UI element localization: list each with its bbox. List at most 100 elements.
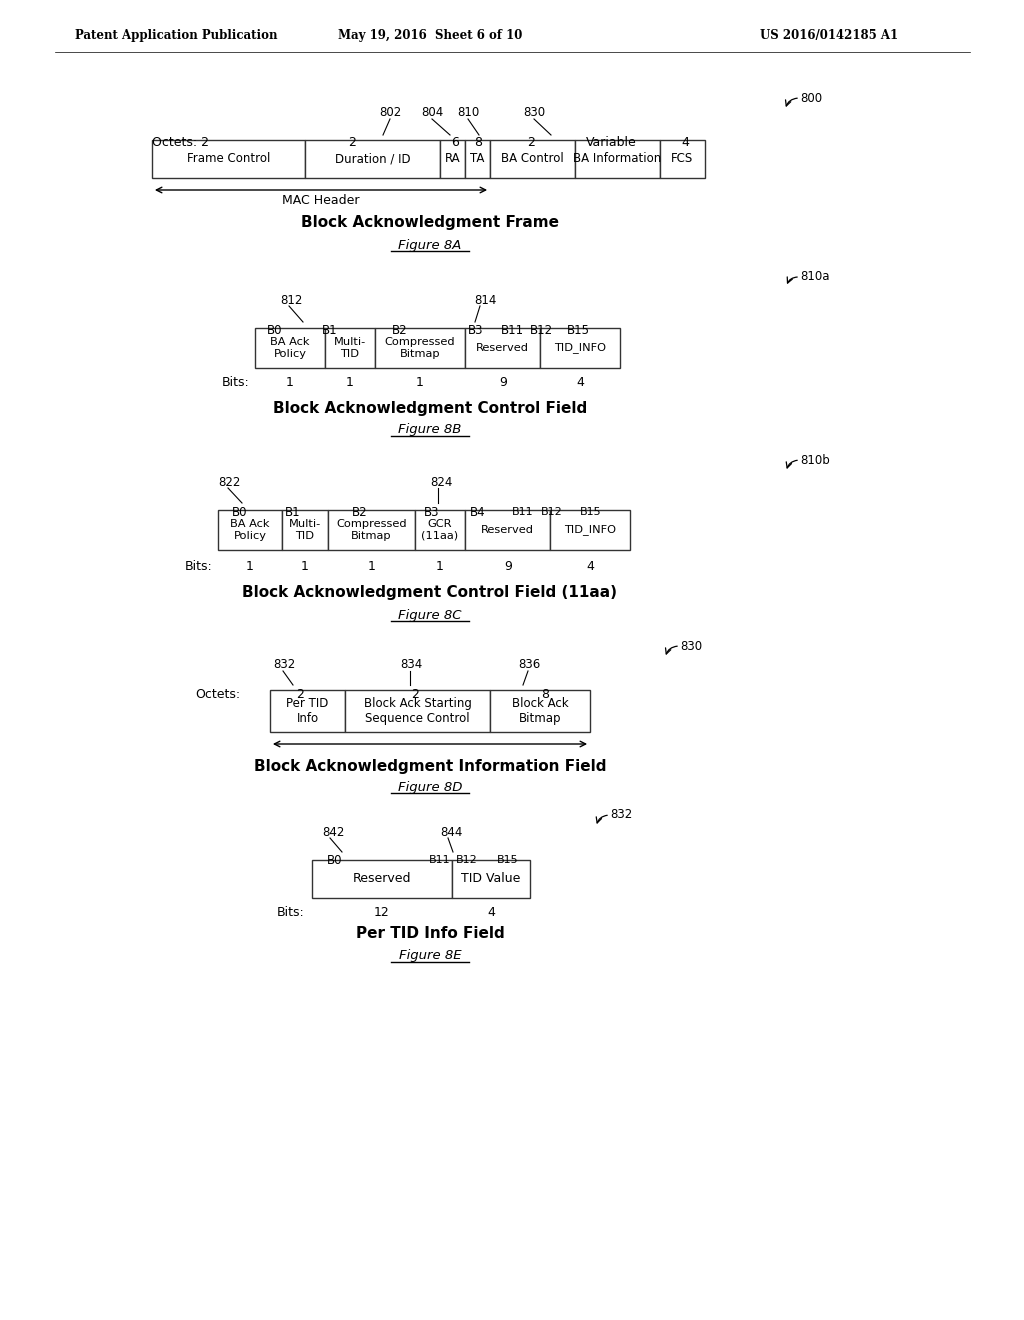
Text: Patent Application Publication: Patent Application Publication xyxy=(75,29,278,41)
Bar xyxy=(465,140,490,178)
Bar xyxy=(550,510,630,550)
Bar xyxy=(490,140,575,178)
Bar xyxy=(325,327,375,368)
Bar xyxy=(440,140,465,178)
Bar xyxy=(575,140,660,178)
Text: B12: B12 xyxy=(456,855,478,865)
Text: Reserved: Reserved xyxy=(481,525,534,535)
Text: 4: 4 xyxy=(586,561,594,573)
Text: Figure 8D: Figure 8D xyxy=(397,780,462,793)
Text: Block Acknowledgment Information Field: Block Acknowledgment Information Field xyxy=(254,759,606,774)
Text: 810a: 810a xyxy=(800,271,829,284)
Text: 9: 9 xyxy=(499,376,507,389)
Text: 1: 1 xyxy=(368,561,376,573)
Text: GCR
(11aa): GCR (11aa) xyxy=(422,519,459,541)
Text: Bits:: Bits: xyxy=(278,907,305,920)
Text: B3: B3 xyxy=(468,323,483,337)
Text: Variable: Variable xyxy=(586,136,636,149)
Text: 836: 836 xyxy=(518,659,541,672)
Text: B2: B2 xyxy=(392,323,408,337)
Bar xyxy=(375,327,465,368)
Text: TA: TA xyxy=(470,153,484,165)
Text: Octets: 2: Octets: 2 xyxy=(152,136,209,149)
Text: B1: B1 xyxy=(286,506,301,519)
Text: May 19, 2016  Sheet 6 of 10: May 19, 2016 Sheet 6 of 10 xyxy=(338,29,522,41)
Text: TID Value: TID Value xyxy=(462,873,520,886)
Text: Compressed
Bitmap: Compressed Bitmap xyxy=(385,337,456,359)
Text: 9: 9 xyxy=(504,561,512,573)
Text: 2: 2 xyxy=(348,136,356,149)
Text: BA Information: BA Information xyxy=(573,153,662,165)
Bar xyxy=(415,510,465,550)
Bar xyxy=(328,510,415,550)
Bar xyxy=(490,690,590,733)
Text: Bits:: Bits: xyxy=(222,376,250,389)
Text: 800: 800 xyxy=(800,91,822,104)
Text: BA Ack
Policy: BA Ack Policy xyxy=(270,337,309,359)
Text: 832: 832 xyxy=(273,659,295,672)
Text: 2: 2 xyxy=(296,689,304,701)
Text: 804: 804 xyxy=(421,107,443,120)
Text: Duration / ID: Duration / ID xyxy=(335,153,411,165)
Text: 830: 830 xyxy=(680,639,702,652)
Text: Multi-
TID: Multi- TID xyxy=(289,519,322,541)
Text: B12: B12 xyxy=(541,507,563,517)
Text: 6: 6 xyxy=(451,136,459,149)
Bar xyxy=(152,140,305,178)
Text: 1: 1 xyxy=(436,561,444,573)
Text: 802: 802 xyxy=(379,107,401,120)
Text: TID_INFO: TID_INFO xyxy=(554,343,606,354)
Text: Bits:: Bits: xyxy=(185,561,213,573)
Text: RA: RA xyxy=(444,153,461,165)
Text: 832: 832 xyxy=(610,808,632,821)
Text: 810b: 810b xyxy=(800,454,829,466)
Text: Multi-
TID: Multi- TID xyxy=(334,337,367,359)
Text: 814: 814 xyxy=(474,293,497,306)
Bar xyxy=(270,690,345,733)
Bar xyxy=(218,510,282,550)
Text: Block Ack
Bitmap: Block Ack Bitmap xyxy=(512,697,568,725)
Text: 8: 8 xyxy=(474,136,482,149)
Bar xyxy=(660,140,705,178)
Text: 1: 1 xyxy=(301,561,309,573)
Text: Block Acknowledgment Control Field: Block Acknowledgment Control Field xyxy=(272,400,587,416)
Bar xyxy=(465,327,540,368)
Text: Reserved: Reserved xyxy=(352,873,412,886)
Bar xyxy=(540,327,620,368)
Bar xyxy=(282,510,328,550)
Text: US 2016/0142185 A1: US 2016/0142185 A1 xyxy=(760,29,898,41)
Text: 4: 4 xyxy=(681,136,689,149)
Text: 1: 1 xyxy=(246,561,254,573)
Text: BA Control: BA Control xyxy=(501,153,564,165)
Text: 830: 830 xyxy=(523,107,545,120)
Text: TID_INFO: TID_INFO xyxy=(564,524,616,536)
Text: B3: B3 xyxy=(424,506,439,519)
Text: B15: B15 xyxy=(498,855,519,865)
Bar xyxy=(255,327,325,368)
Text: Block Acknowledgment Control Field (11aa): Block Acknowledgment Control Field (11aa… xyxy=(243,586,617,601)
Bar xyxy=(465,510,550,550)
Text: 4: 4 xyxy=(487,907,495,920)
Text: Block Ack Starting
Sequence Control: Block Ack Starting Sequence Control xyxy=(364,697,471,725)
Text: 844: 844 xyxy=(440,825,463,838)
Text: B4: B4 xyxy=(470,506,485,519)
Text: 1: 1 xyxy=(416,376,424,389)
Text: 842: 842 xyxy=(322,825,344,838)
Bar xyxy=(345,690,490,733)
Text: Per TID
Info: Per TID Info xyxy=(287,697,329,725)
Text: 8: 8 xyxy=(541,689,549,701)
Text: B11: B11 xyxy=(501,323,523,337)
Text: 824: 824 xyxy=(430,475,453,488)
Text: 2: 2 xyxy=(527,136,535,149)
Text: Figure 8C: Figure 8C xyxy=(398,609,462,622)
Text: Compressed
Bitmap: Compressed Bitmap xyxy=(336,519,407,541)
Text: 834: 834 xyxy=(400,659,422,672)
Text: B0: B0 xyxy=(328,854,343,866)
Text: B1: B1 xyxy=(323,323,338,337)
Bar xyxy=(312,861,452,898)
Text: Octets:: Octets: xyxy=(195,689,240,701)
Text: Reserved: Reserved xyxy=(476,343,529,352)
Text: B2: B2 xyxy=(352,506,368,519)
Text: 1: 1 xyxy=(286,376,294,389)
Text: Figure 8E: Figure 8E xyxy=(398,949,462,962)
